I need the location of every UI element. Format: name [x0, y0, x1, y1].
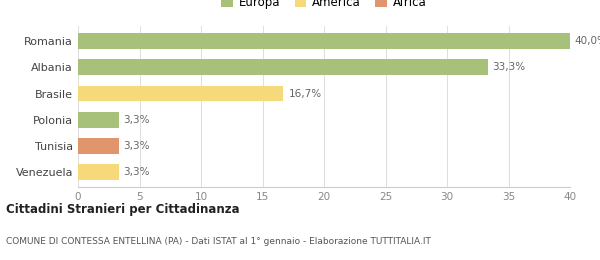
- Bar: [78, 33, 570, 49]
- Text: 3,3%: 3,3%: [124, 141, 150, 151]
- Text: COMUNE DI CONTESSA ENTELLINA (PA) - Dati ISTAT al 1° gennaio - Elaborazione TUTT: COMUNE DI CONTESSA ENTELLINA (PA) - Dati…: [6, 237, 431, 246]
- Legend: Europa, America, Africa: Europa, America, Africa: [217, 0, 431, 14]
- Text: 33,3%: 33,3%: [493, 62, 526, 72]
- Bar: [78, 112, 119, 128]
- Text: 40,0%: 40,0%: [575, 36, 600, 46]
- Bar: [78, 60, 488, 75]
- Bar: [78, 86, 283, 101]
- Bar: [78, 164, 119, 180]
- Text: 3,3%: 3,3%: [124, 115, 150, 125]
- Text: Cittadini Stranieri per Cittadinanza: Cittadini Stranieri per Cittadinanza: [6, 203, 239, 216]
- Text: 3,3%: 3,3%: [124, 167, 150, 177]
- Text: 16,7%: 16,7%: [289, 88, 322, 99]
- Bar: [78, 138, 119, 154]
